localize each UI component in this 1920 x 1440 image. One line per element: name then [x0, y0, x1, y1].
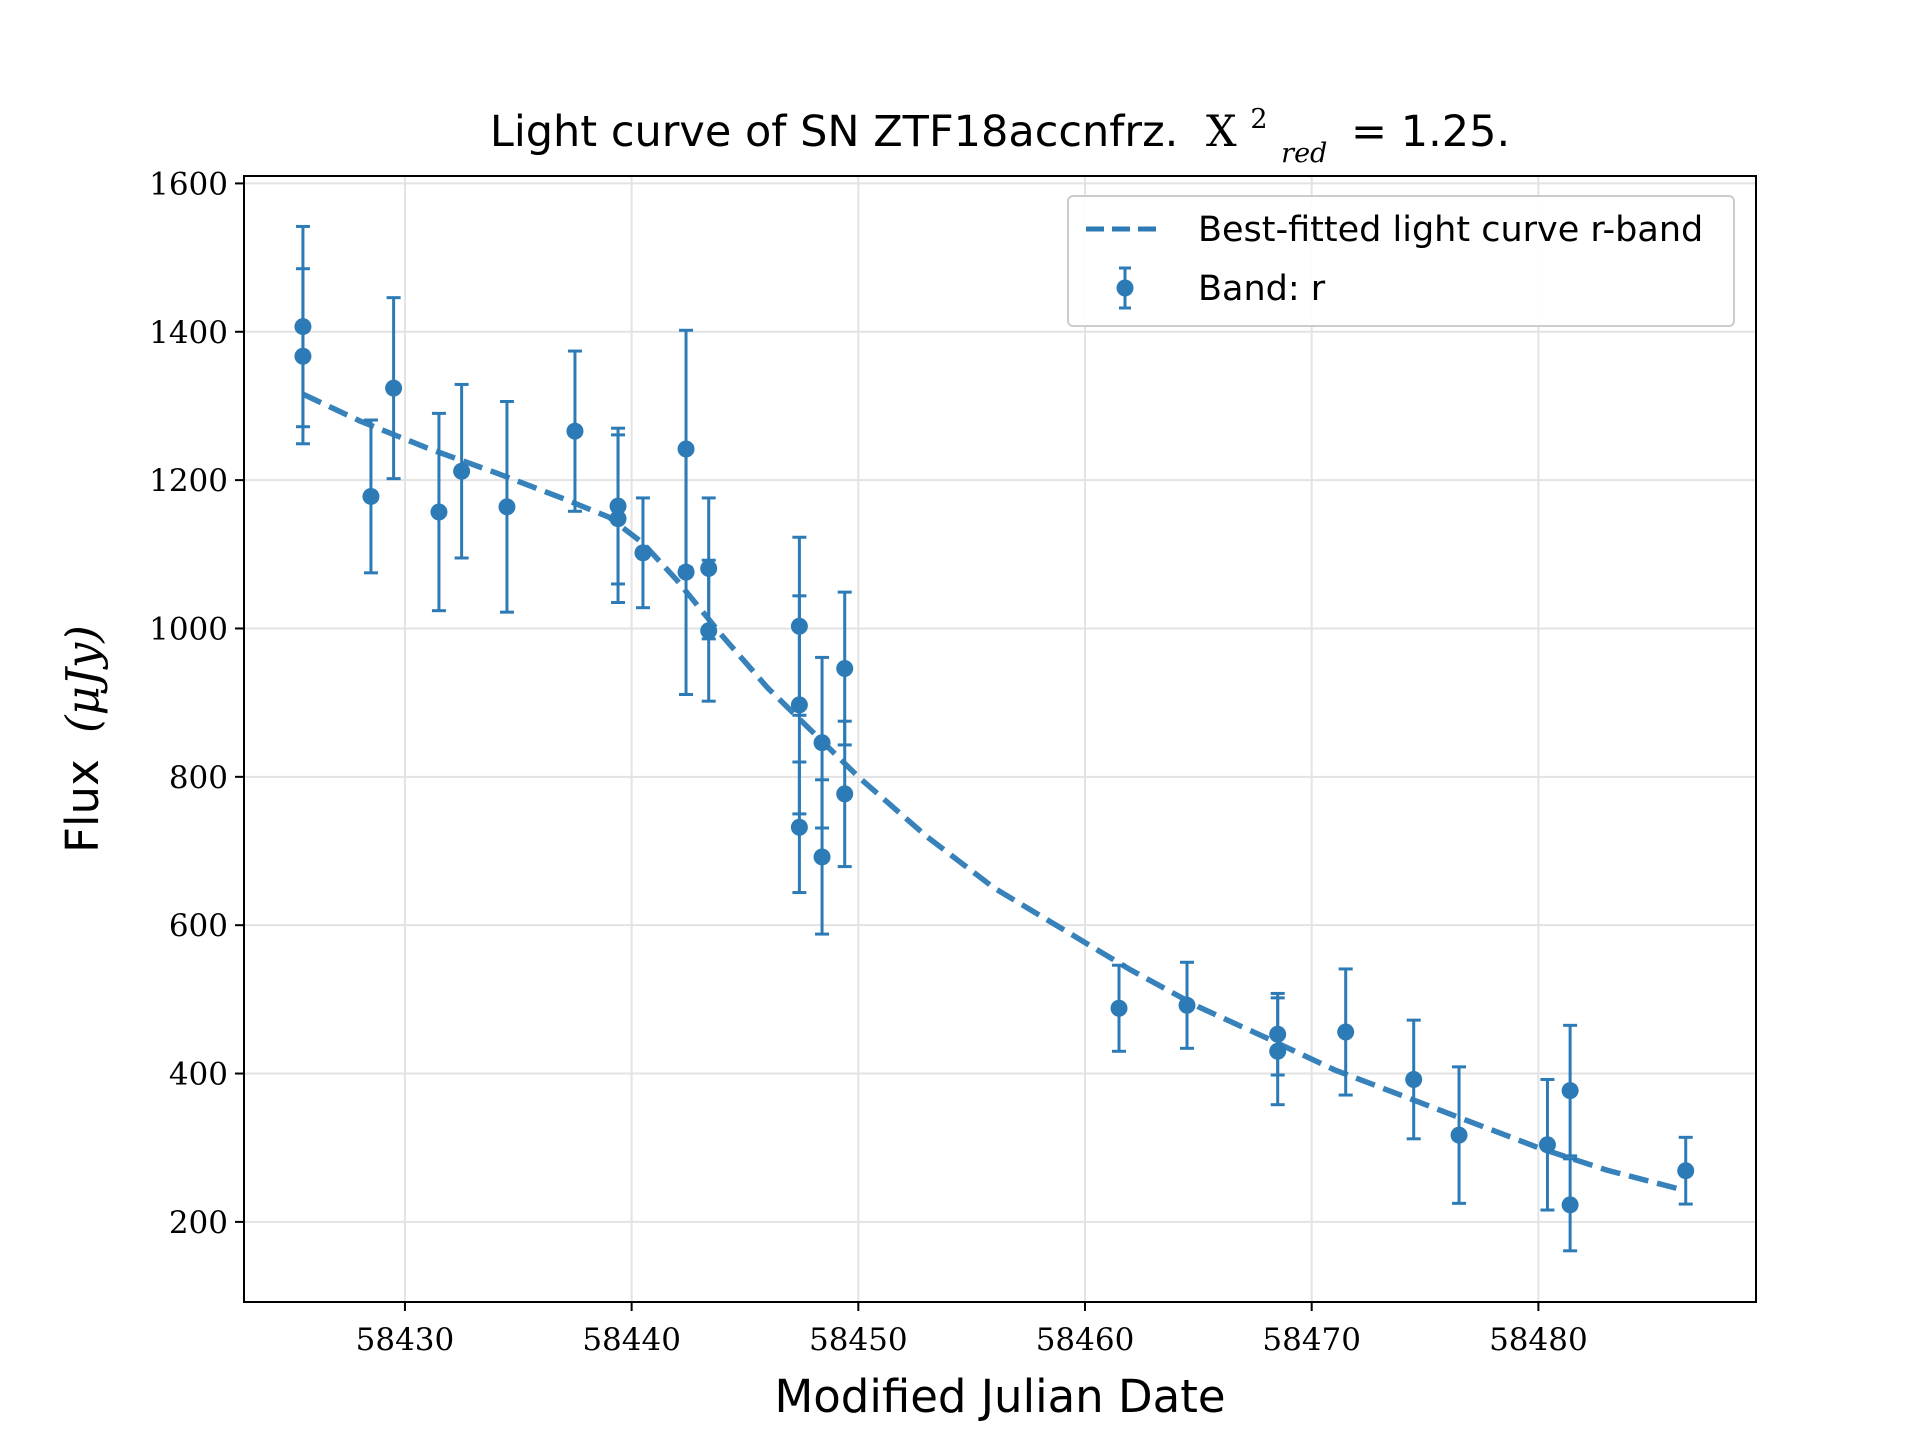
title-stat-subscript: red: [1281, 138, 1327, 169]
y-tick-label: 800: [169, 760, 228, 796]
x-tick-label: 58460: [1036, 1322, 1135, 1358]
legend-band-label: Band: r: [1198, 269, 1326, 309]
title-stat-superscript: 2: [1250, 104, 1267, 135]
point-marker: [836, 785, 854, 803]
data-point: [362, 418, 380, 575]
data-point: [1178, 960, 1196, 1050]
plot-frame: [243, 175, 1757, 1303]
legend-marker: [1116, 279, 1134, 297]
point-marker: [813, 734, 831, 752]
data-point: [294, 267, 312, 446]
y-axis-label-unit: (μJy): [56, 625, 109, 733]
data-point: [1561, 1157, 1579, 1253]
point-marker: [1337, 1023, 1355, 1041]
chart-title: Light curve of SN ZTF18accnfrz. X 2 red …: [490, 89, 1510, 173]
point-marker: [700, 622, 718, 640]
point-marker: [1269, 1042, 1287, 1060]
data-point: [836, 719, 854, 869]
tick-layer: 58430 58440 58450 58460 58470 58480 200 400 600 8…: [149, 166, 1588, 1358]
y-tick-label: 600: [169, 908, 228, 944]
data-point: [634, 496, 652, 610]
y-tick-label: 1600: [149, 166, 228, 202]
point-marker: [566, 422, 584, 440]
point-marker: [498, 498, 516, 516]
data-point: [790, 760, 808, 895]
data-point: [453, 382, 471, 560]
data-point: [700, 558, 718, 703]
y-axis-label: Flux (μJy): [56, 625, 109, 853]
data-point: [677, 448, 695, 696]
title-stat-value: = 1.25.: [1351, 107, 1510, 157]
title-stat-symbol: X: [1206, 107, 1237, 157]
y-tick-label: 400: [169, 1057, 228, 1093]
point-marker: [362, 487, 380, 505]
data-point: [1677, 1135, 1695, 1206]
point-marker: [1538, 1136, 1556, 1154]
x-tick-label: 58450: [809, 1322, 908, 1358]
point-marker: [790, 696, 808, 714]
x-tick-label: 58480: [1489, 1322, 1588, 1358]
data-point: [609, 433, 627, 605]
x-tick-label: 58430: [356, 1322, 455, 1358]
point-marker: [634, 544, 652, 562]
x-tick-label: 58470: [1262, 1322, 1361, 1358]
point-marker: [385, 379, 403, 397]
point-marker: [677, 563, 695, 581]
data-point: [813, 778, 831, 936]
data-point: [1450, 1065, 1468, 1205]
point-marker: [1110, 999, 1128, 1017]
data-point: [836, 590, 854, 747]
point-marker: [1561, 1082, 1579, 1100]
data-point: [498, 399, 516, 614]
x-axis-label: Modified Julian Date: [774, 1370, 1225, 1423]
point-marker: [1561, 1196, 1579, 1214]
data-point: [385, 296, 403, 481]
title-main: Light curve of SN ZTF18accnfrz.: [490, 107, 1178, 157]
data-point: [430, 411, 448, 613]
data-point: [1405, 1018, 1423, 1141]
point-marker: [453, 462, 471, 480]
data-point: [1110, 963, 1128, 1053]
data-point: [1538, 1077, 1556, 1212]
point-marker: [1450, 1126, 1468, 1144]
point-marker: [294, 347, 312, 365]
point-marker: [813, 848, 831, 866]
y-tick-label: 1400: [149, 315, 228, 351]
x-tick-label: 58440: [582, 1322, 681, 1358]
data-point: [1561, 1023, 1579, 1158]
y-axis-label-text: Flux: [56, 759, 109, 853]
grid-lines: [244, 176, 1756, 1302]
point-marker: [1677, 1162, 1695, 1180]
data-point: [566, 349, 584, 513]
point-marker: [430, 503, 448, 521]
point-marker: [609, 510, 627, 528]
data-point: [1337, 967, 1355, 1097]
point-marker: [1178, 996, 1196, 1014]
y-tick-label: 200: [169, 1205, 228, 1241]
legend: Best-fitted light curve r-band Band: r: [1067, 195, 1735, 327]
point-marker: [790, 818, 808, 836]
data-point: [1269, 996, 1287, 1107]
legend-box: [1067, 195, 1735, 327]
data-points-layer: [294, 224, 1695, 1253]
point-marker: [836, 660, 854, 678]
point-marker: [1405, 1070, 1423, 1088]
y-tick-label: 1200: [149, 463, 228, 499]
legend-errorbar-swatch: [1116, 266, 1134, 310]
legend-fit-label: Best-fitted light curve r-band: [1198, 210, 1703, 250]
y-tick-label: 1000: [149, 611, 228, 647]
